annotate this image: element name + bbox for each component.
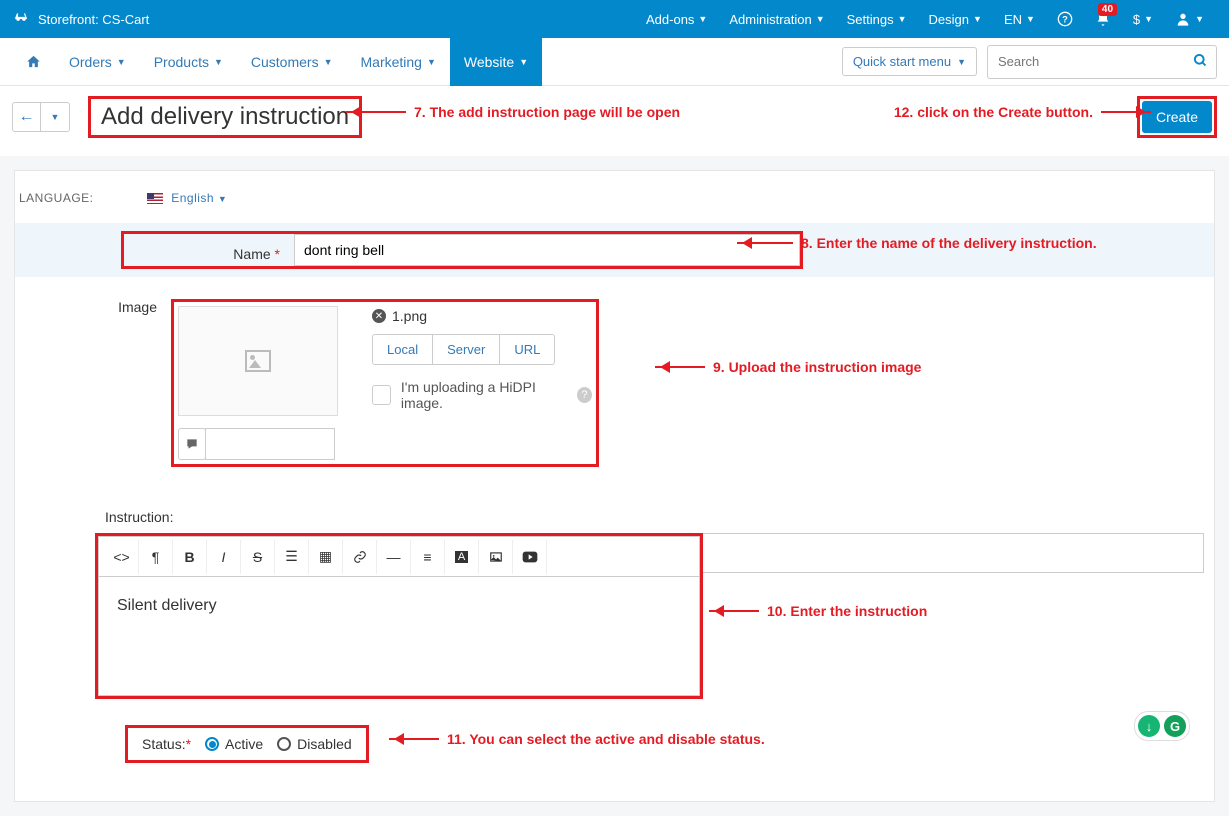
upload-local-button[interactable]: Local <box>373 335 433 364</box>
content-area: LANGUAGE: English ▼ Name * 8. Enter the … <box>0 156 1229 816</box>
hidpi-checkbox[interactable] <box>372 385 391 405</box>
remove-file-icon[interactable]: ✕ <box>372 309 386 323</box>
tb-italic-icon[interactable]: I <box>207 540 241 574</box>
search-input[interactable] <box>988 54 1184 69</box>
search-box <box>987 45 1217 79</box>
tb-align-icon[interactable]: ≡ <box>411 540 445 574</box>
top-menu-lang[interactable]: EN▼ <box>993 0 1046 38</box>
callout-11: 11. You can select the active and disabl… <box>389 731 765 747</box>
image-row: Image ✕ 1.png Local Server URL <box>15 277 1214 475</box>
placeholder-icon <box>245 350 271 372</box>
nav-marketing[interactable]: Marketing▼ <box>347 38 450 86</box>
quick-start-menu[interactable]: Quick start menu▼ <box>842 47 977 76</box>
notifications-icon[interactable]: 40 <box>1084 0 1122 38</box>
language-selector[interactable]: English ▼ <box>147 191 227 205</box>
alt-text-input[interactable] <box>205 428 335 460</box>
file-name-row: ✕ 1.png <box>372 308 592 324</box>
history-dropdown[interactable]: ▼ <box>41 103 69 131</box>
cart-icon <box>14 11 28 28</box>
callout-7: 7. The add instruction page will be open <box>346 104 680 120</box>
top-menu-currency[interactable]: $▼ <box>1122 0 1164 38</box>
callout-10: 10. Enter the instruction <box>709 603 927 619</box>
back-button[interactable]: ← <box>13 103 41 131</box>
page-title: Add delivery instruction <box>88 96 362 138</box>
nav-orders[interactable]: Orders▼ <box>55 38 140 86</box>
nav-products[interactable]: Products▼ <box>140 38 237 86</box>
status-active-radio[interactable] <box>205 737 219 751</box>
name-label: Name * <box>124 239 294 262</box>
tb-table-icon[interactable]: ▦ <box>309 540 343 574</box>
instruction-label: Instruction: <box>15 499 201 525</box>
editor-container: <> ¶ B I S ☰ ▦ — ≡ A <box>15 533 1214 699</box>
upload-source-group: Local Server URL <box>372 334 555 365</box>
editor-highlight: <> ¶ B I S ☰ ▦ — ≡ A <box>95 533 703 699</box>
flag-us-icon <box>147 193 163 204</box>
tb-code-icon[interactable]: <> <box>105 540 139 574</box>
image-label: Image <box>15 299 171 315</box>
instruction-row: Instruction: <box>15 475 1214 533</box>
callout-12: 12. click on the Create button. <box>894 104 1151 120</box>
nav-customers[interactable]: Customers▼ <box>237 38 347 86</box>
hidpi-row: I'm uploading a HiDPI image. ? <box>372 379 592 411</box>
topbar: Storefront: CS-Cart Add-ons▼ Administrat… <box>0 0 1229 38</box>
tb-paragraph-icon[interactable]: ¶ <box>139 540 173 574</box>
upload-server-button[interactable]: Server <box>433 335 500 364</box>
name-highlight: Name * <box>121 231 803 269</box>
name-row: Name * 8. Enter the name of the delivery… <box>15 223 1214 277</box>
top-menu-settings[interactable]: Settings▼ <box>836 0 918 38</box>
float-badges: ↓ G <box>1134 711 1190 741</box>
tb-bold-icon[interactable]: B <box>173 540 207 574</box>
callout-9: 9. Upload the instruction image <box>655 359 921 375</box>
file-name: 1.png <box>392 308 427 324</box>
tb-textcolor-icon[interactable]: A <box>445 540 479 574</box>
tb-link-icon[interactable] <box>343 540 377 574</box>
notif-badge: 40 <box>1098 3 1117 16</box>
editor-toolbar: <> ¶ B I S ☰ ▦ — ≡ A <box>98 536 700 576</box>
tb-video-icon[interactable] <box>513 540 547 574</box>
history-nav: ← ▼ <box>12 102 70 132</box>
user-menu-icon[interactable]: ▼ <box>1164 0 1215 38</box>
hidpi-label: I'm uploading a HiDPI image. <box>401 379 571 411</box>
badge-1-icon[interactable]: ↓ <box>1138 715 1160 737</box>
status-disabled-radio[interactable] <box>277 737 291 751</box>
tb-strike-icon[interactable]: S <box>241 540 275 574</box>
status-active-label: Active <box>225 736 263 752</box>
upload-url-button[interactable]: URL <box>500 335 554 364</box>
tb-list-icon[interactable]: ☰ <box>275 540 309 574</box>
form-panel: LANGUAGE: English ▼ Name * 8. Enter the … <box>14 170 1215 802</box>
create-button[interactable]: Create <box>1142 101 1212 133</box>
instruction-text: Silent delivery <box>117 597 217 614</box>
svg-text:?: ? <box>1062 14 1068 24</box>
tb-image-icon[interactable] <box>479 540 513 574</box>
image-thumbnail[interactable] <box>178 306 338 416</box>
hidpi-help-icon[interactable]: ? <box>577 387 592 403</box>
status-label: Status:* <box>142 736 191 752</box>
tb-hr-icon[interactable]: — <box>377 540 411 574</box>
image-highlight: ✕ 1.png Local Server URL I'm uploading a… <box>171 299 599 467</box>
top-menu-design[interactable]: Design▼ <box>918 0 993 38</box>
callout-8: 8. Enter the name of the delivery instru… <box>737 235 1097 251</box>
nav-home-icon[interactable] <box>12 38 55 86</box>
badge-2-icon[interactable]: G <box>1164 715 1186 737</box>
status-row: Status:* Active Disabled 11. You can sel… <box>15 699 1214 771</box>
top-menu-administration[interactable]: Administration▼ <box>718 0 835 38</box>
language-row: LANGUAGE: English ▼ <box>15 191 1214 223</box>
nav-website[interactable]: Website▼ <box>450 38 542 86</box>
language-label: LANGUAGE: <box>19 191 94 205</box>
storefront-label[interactable]: Storefront: CS-Cart <box>38 12 149 27</box>
status-disabled-label: Disabled <box>297 736 351 752</box>
status-highlight: Status:* Active Disabled <box>125 725 369 763</box>
editor-body[interactable]: Silent delivery <box>98 576 700 696</box>
name-input[interactable] <box>294 234 800 266</box>
main-nav: Orders▼ Products▼ Customers▼ Marketing▼ … <box>0 38 1229 86</box>
alt-text-icon[interactable] <box>178 428 206 460</box>
help-icon[interactable]: ? <box>1046 0 1084 38</box>
search-icon[interactable] <box>1184 53 1216 71</box>
title-row: ← ▼ Add delivery instruction 7. The add … <box>0 86 1229 156</box>
top-menu-addons[interactable]: Add-ons▼ <box>635 0 718 38</box>
